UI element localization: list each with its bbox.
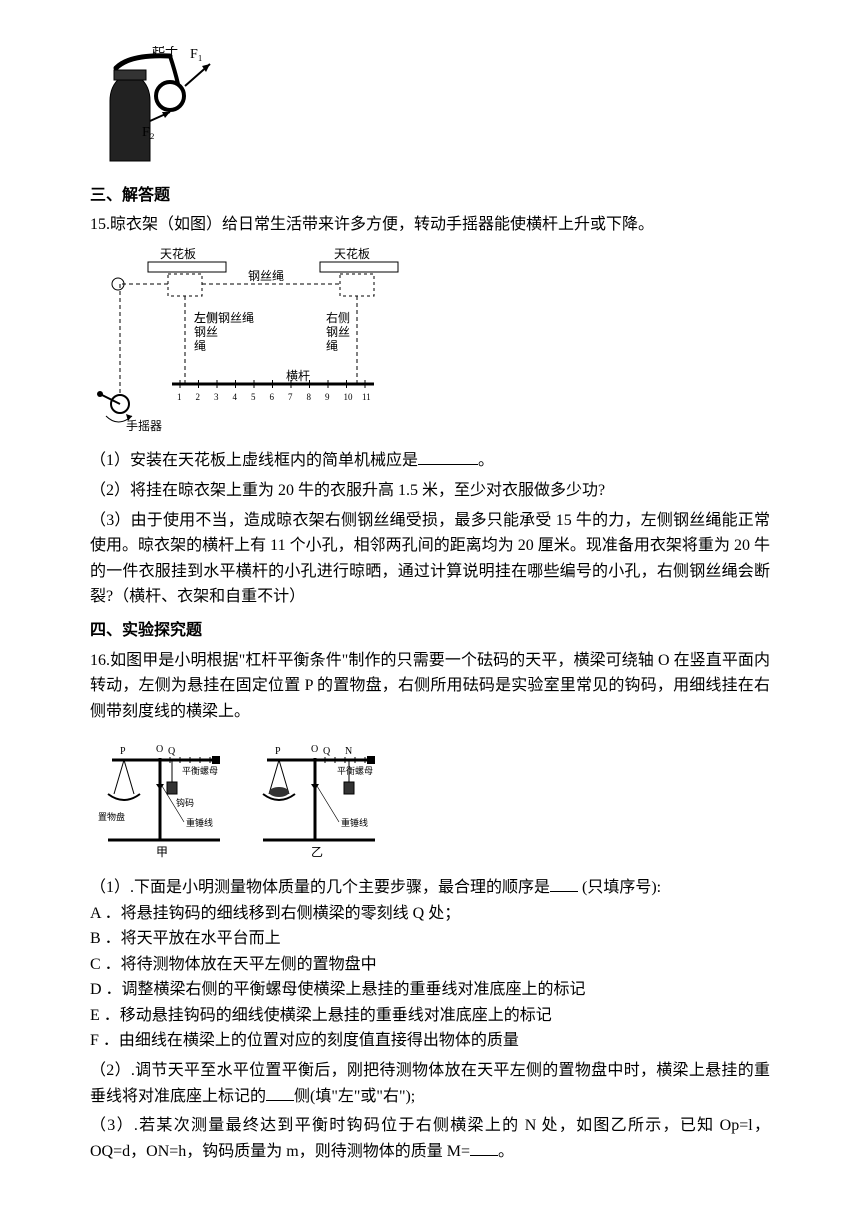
q16-optD: D ．调整横梁右侧的平衡螺母使横梁上悬挂的重垂线对准底座上的标记 bbox=[90, 977, 770, 1003]
q15-part3: （3）由于使用不当，造成晾衣架右侧钢丝绳受损，最多只能承受 15 牛的力，左侧钢… bbox=[90, 508, 770, 610]
svg-text:6: 6 bbox=[270, 392, 275, 402]
svg-text:11: 11 bbox=[362, 392, 371, 402]
label-qizi: 起子 bbox=[152, 46, 178, 57]
svg-text:5: 5 bbox=[251, 392, 256, 402]
q16-intro: 16.如图甲是小明根据"杠杆平衡条件"制作的只需要一个砝码的天平，横梁可绕轴 O… bbox=[90, 648, 770, 725]
q15-part1: （1）安装在天花板上虚线框内的简单机械应是 。 bbox=[90, 448, 770, 474]
q16-p2-b: 侧(填"左"或"右"); bbox=[294, 1088, 415, 1105]
svg-text:P: P bbox=[275, 746, 281, 757]
svg-text:重锤线: 重锤线 bbox=[341, 817, 368, 828]
svg-text:3: 3 bbox=[214, 392, 219, 402]
svg-text:平衡螺母: 平衡螺母 bbox=[182, 765, 218, 776]
svg-text:钢丝绳: 钢丝绳 bbox=[248, 269, 284, 283]
svg-text:平衡螺母: 平衡螺母 bbox=[337, 765, 373, 776]
svg-text:7: 7 bbox=[288, 392, 293, 402]
q16-optB: B ．将天平放在水平台而上 bbox=[90, 926, 770, 952]
svg-text:绳: 绳 bbox=[194, 339, 206, 353]
bottle-opener-figure: F₁ 起子 F₂ bbox=[90, 46, 770, 175]
svg-text:10: 10 bbox=[344, 392, 354, 402]
svg-text:乙: 乙 bbox=[311, 845, 323, 859]
svg-text:P: P bbox=[120, 746, 126, 757]
q15-p1-blank bbox=[418, 448, 478, 465]
q16-p3-blank bbox=[470, 1139, 498, 1156]
q15-intro: 15.晾衣架（如图）给日常生活带来许多方便，转动手摇器能使横杆上升或下降。 bbox=[90, 212, 770, 238]
q15-p1-b: 。 bbox=[478, 452, 494, 469]
q16-p1-a: （1）.下面是小明测量物体质量的几个主要步骤，最合理的顺序是 bbox=[90, 879, 550, 896]
q16-part1: （1）.下面是小明测量物体质量的几个主要步骤，最合理的顺序是 (只填序号): bbox=[90, 875, 770, 901]
svg-text:O: O bbox=[311, 744, 318, 755]
q16-p1-b: (只填序号): bbox=[578, 879, 661, 896]
q16-optF: F ．由细线在横梁上的位置对应的刻度值直接得出物体的质量 bbox=[90, 1028, 770, 1054]
q16-p3-a: （3）.若某次测量最终达到平衡时钩码位于右侧横梁上的 N 处，如图乙所示，已知 … bbox=[90, 1117, 770, 1160]
q16-p2-a: （2）.调节天平至水平位置平衡后，刚把待测物体放在天平左侧的置物盘中时，横梁上悬… bbox=[90, 1062, 770, 1105]
svg-text:Q: Q bbox=[168, 746, 176, 757]
svg-text:钢丝: 钢丝 bbox=[326, 325, 350, 339]
svg-text:Q: Q bbox=[323, 746, 331, 757]
balance-figure: P O Q 平衡螺母 钩码 重锤线 置物盘 甲 bbox=[90, 730, 770, 869]
q16-optA: A ．将悬挂钩码的细线移到右侧横梁的零刻线 Q 处； bbox=[90, 901, 770, 927]
svg-text:置物盘: 置物盘 bbox=[98, 811, 125, 822]
q16-p1-blank bbox=[550, 875, 578, 892]
svg-text:钢丝: 钢丝 bbox=[194, 325, 218, 339]
svg-text:天花板: 天花板 bbox=[334, 246, 370, 261]
svg-text:N: N bbox=[345, 746, 352, 757]
q15-p1-a: （1）安装在天花板上虚线框内的简单机械应是 bbox=[90, 452, 418, 469]
label-f2: F₂ bbox=[142, 125, 155, 140]
label-f1: F₁ bbox=[190, 47, 203, 62]
svg-text:钩码: 钩码 bbox=[176, 797, 194, 808]
q16-optC: C ．将待测物体放在天平左侧的置物盘中 bbox=[90, 952, 770, 978]
bottle-opener-svg: F₁ 起子 F₂ bbox=[90, 46, 230, 166]
svg-text:横杆: 横杆 bbox=[286, 369, 310, 383]
clothes-rack-figure: 天花板 天花板 钢丝绳 左侧钢丝绳 左侧 钢丝 绳 右侧 钢丝 绳 横杆 123… bbox=[90, 244, 770, 443]
q15-part2: （2）将挂在晾衣架上重为 20 牛的衣服升高 1.5 米，至少对衣服做多少功? bbox=[90, 478, 770, 504]
q16-p2-blank bbox=[266, 1084, 294, 1101]
svg-text:O: O bbox=[156, 744, 163, 755]
svg-text:重锤线: 重锤线 bbox=[186, 817, 213, 828]
balance-svg: P O Q 平衡螺母 钩码 重锤线 置物盘 甲 bbox=[90, 730, 390, 860]
clothes-rack-svg: 天花板 天花板 钢丝绳 左侧钢丝绳 左侧 钢丝 绳 右侧 钢丝 绳 横杆 123… bbox=[90, 244, 420, 434]
svg-text:天花板: 天花板 bbox=[160, 246, 196, 261]
svg-text:2: 2 bbox=[196, 392, 201, 402]
svg-text:甲: 甲 bbox=[156, 845, 168, 859]
svg-text:右侧: 右侧 bbox=[326, 310, 350, 325]
q16-part3: （3）.若某次测量最终达到平衡时钩码位于右侧横梁上的 N 处，如图乙所示，已知 … bbox=[90, 1113, 770, 1164]
svg-text:4: 4 bbox=[233, 392, 238, 402]
svg-text:8: 8 bbox=[307, 392, 312, 402]
section-3-heading: 三、解答题 bbox=[90, 183, 770, 209]
q16-p3-b: 。 bbox=[498, 1143, 514, 1160]
q16-part2: （2）.调节天平至水平位置平衡后，刚把待测物体放在天平左侧的置物盘中时，横梁上悬… bbox=[90, 1058, 770, 1109]
svg-text:手摇器: 手摇器 bbox=[126, 419, 162, 433]
svg-text:9: 9 bbox=[325, 392, 330, 402]
q16-optE: E ．移动悬挂钩码的细线使横梁上悬挂的重垂线对准底座上的标记 bbox=[90, 1003, 770, 1029]
section-4-heading: 四、实验探究题 bbox=[90, 618, 770, 644]
svg-text:1: 1 bbox=[177, 392, 182, 402]
svg-text:左侧: 左侧 bbox=[194, 310, 218, 325]
svg-text:绳: 绳 bbox=[326, 339, 338, 353]
